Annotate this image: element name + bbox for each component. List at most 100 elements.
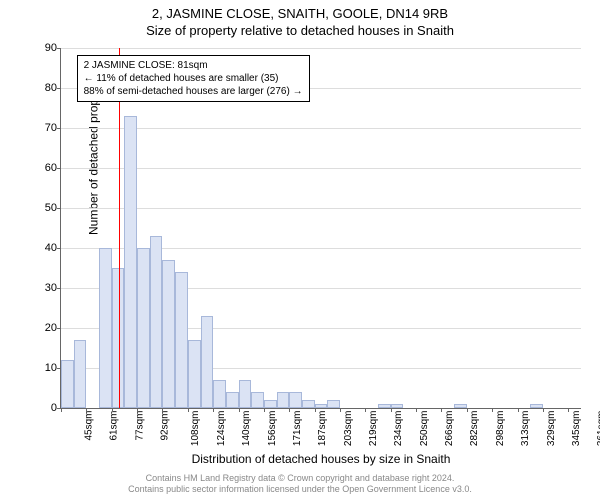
y-tick-mark xyxy=(57,168,61,169)
y-tick-mark xyxy=(57,248,61,249)
x-tick-mark xyxy=(391,408,392,412)
histogram-bar xyxy=(150,236,163,408)
x-tick-label: 298sqm xyxy=(495,411,506,447)
x-tick-label: 282sqm xyxy=(470,411,481,447)
annotation-line: 88% of semi-detached houses are larger (… xyxy=(84,85,303,98)
y-tick-mark xyxy=(57,328,61,329)
x-tick-label: 219sqm xyxy=(368,411,379,447)
histogram-bar xyxy=(327,400,340,408)
footer: Contains HM Land Registry data © Crown c… xyxy=(0,473,600,496)
y-tick-label: 20 xyxy=(31,322,57,334)
x-tick-label: 77sqm xyxy=(134,411,145,441)
x-tick-label: 266sqm xyxy=(444,411,455,447)
x-tick-mark xyxy=(112,408,113,412)
y-tick-label: 0 xyxy=(31,402,57,414)
histogram-bar xyxy=(454,404,467,408)
histogram-bar xyxy=(391,404,404,408)
annotation-line: ← 11% of detached houses are smaller (35… xyxy=(84,72,303,85)
x-tick-label: 45sqm xyxy=(84,411,95,441)
x-tick-mark xyxy=(568,408,569,412)
y-tick-label: 60 xyxy=(31,162,57,174)
grid-line xyxy=(61,48,581,49)
y-tick-label: 30 xyxy=(31,282,57,294)
histogram-bar xyxy=(188,340,201,408)
footer-line-1: Contains HM Land Registry data © Crown c… xyxy=(0,473,600,485)
plot-area: Number of detached properties Distributi… xyxy=(60,48,581,409)
x-tick-mark xyxy=(289,408,290,412)
x-tick-label: 250sqm xyxy=(419,411,430,447)
histogram-bar xyxy=(315,404,328,408)
histogram-bar xyxy=(162,260,175,408)
histogram-bar xyxy=(213,380,226,408)
title-main: 2, JASMINE CLOSE, SNAITH, GOOLE, DN14 9R… xyxy=(0,0,600,21)
y-tick-label: 70 xyxy=(31,122,57,134)
histogram-bar xyxy=(99,248,112,408)
x-tick-mark xyxy=(188,408,189,412)
x-tick-label: 329sqm xyxy=(546,411,557,447)
x-tick-mark xyxy=(264,408,265,412)
x-tick-label: 124sqm xyxy=(216,411,227,447)
histogram-bar xyxy=(251,392,264,408)
x-tick-label: 361sqm xyxy=(596,411,600,447)
histogram-bar xyxy=(112,268,125,408)
histogram-bar xyxy=(175,272,188,408)
x-tick-mark xyxy=(467,408,468,412)
x-tick-mark xyxy=(137,408,138,412)
x-tick-label: 234sqm xyxy=(393,411,404,447)
x-tick-mark xyxy=(315,408,316,412)
x-tick-label: 187sqm xyxy=(317,411,328,447)
histogram-bar xyxy=(61,360,74,408)
histogram-bar xyxy=(302,400,315,408)
y-tick-mark xyxy=(57,128,61,129)
x-tick-label: 203sqm xyxy=(343,411,354,447)
y-tick-label: 10 xyxy=(31,362,57,374)
y-tick-mark xyxy=(57,288,61,289)
y-tick-mark xyxy=(57,48,61,49)
histogram-bar xyxy=(137,248,150,408)
annotation-line: 2 JASMINE CLOSE: 81sqm xyxy=(84,59,303,72)
x-tick-mark xyxy=(86,408,87,412)
x-tick-label: 61sqm xyxy=(109,411,120,441)
histogram-bar xyxy=(530,404,543,408)
histogram-bar xyxy=(378,404,391,408)
x-tick-label: 140sqm xyxy=(241,411,252,447)
y-tick-label: 80 xyxy=(31,82,57,94)
grid-line xyxy=(61,208,581,209)
x-tick-mark xyxy=(492,408,493,412)
histogram-bar xyxy=(124,116,137,408)
x-tick-label: 313sqm xyxy=(520,411,531,447)
x-tick-label: 108sqm xyxy=(191,411,202,447)
histogram-bar xyxy=(289,392,302,408)
x-tick-mark xyxy=(441,408,442,412)
title-sub: Size of property relative to detached ho… xyxy=(0,21,600,38)
chart-container: 2, JASMINE CLOSE, SNAITH, GOOLE, DN14 9R… xyxy=(0,0,600,500)
histogram-bar xyxy=(264,400,277,408)
x-tick-mark xyxy=(213,408,214,412)
y-tick-label: 50 xyxy=(31,202,57,214)
histogram-bar xyxy=(239,380,252,408)
x-tick-mark xyxy=(162,408,163,412)
histogram-bar xyxy=(226,392,239,408)
x-tick-mark xyxy=(61,408,62,412)
annotation-box: 2 JASMINE CLOSE: 81sqm← 11% of detached … xyxy=(77,55,310,102)
y-tick-mark xyxy=(57,88,61,89)
x-axis-label: Distribution of detached houses by size … xyxy=(61,452,581,466)
x-tick-mark xyxy=(239,408,240,412)
x-tick-mark xyxy=(416,408,417,412)
histogram-bar xyxy=(277,392,290,408)
grid-line xyxy=(61,128,581,129)
histogram-bar xyxy=(74,340,87,408)
x-tick-mark xyxy=(365,408,366,412)
footer-line-2: Contains public sector information licen… xyxy=(0,484,600,496)
histogram-bar xyxy=(201,316,214,408)
x-tick-label: 156sqm xyxy=(267,411,278,447)
y-tick-label: 40 xyxy=(31,242,57,254)
x-tick-label: 345sqm xyxy=(571,411,582,447)
x-tick-label: 171sqm xyxy=(292,411,303,447)
y-tick-mark xyxy=(57,208,61,209)
x-tick-mark xyxy=(518,408,519,412)
x-tick-mark xyxy=(340,408,341,412)
y-tick-label: 90 xyxy=(31,42,57,54)
x-tick-mark xyxy=(543,408,544,412)
grid-line xyxy=(61,168,581,169)
